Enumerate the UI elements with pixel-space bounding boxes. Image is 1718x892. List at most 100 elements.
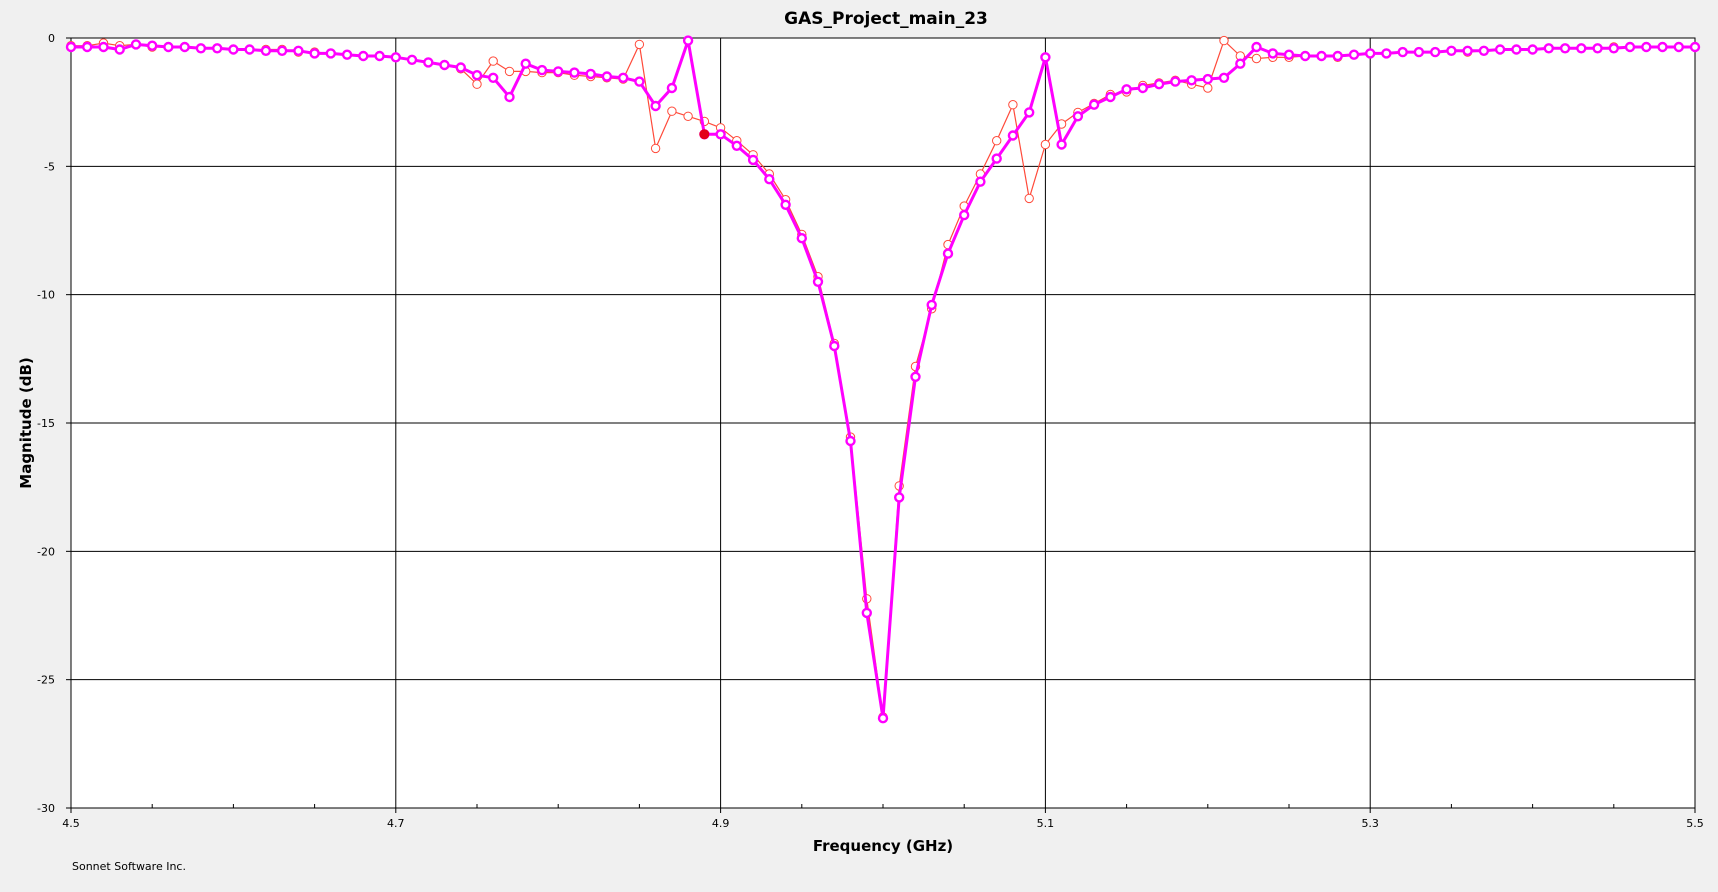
data-point (1381, 48, 1392, 59)
data-point (1364, 48, 1376, 59)
data-point (845, 435, 856, 447)
data-point (211, 43, 223, 54)
data-point (1170, 76, 1181, 87)
data-point (520, 58, 531, 69)
selected-point-marker (699, 129, 710, 140)
data-point (1283, 49, 1295, 60)
data-point (731, 140, 742, 152)
data-point (358, 50, 369, 62)
data-point (650, 143, 661, 154)
data-point (1657, 41, 1668, 53)
data-point (1543, 43, 1555, 54)
data-point (747, 154, 759, 166)
data-point (618, 72, 629, 84)
x-axis-ticks: 4.5 4.7 4.9 5.1 5.3 5.5 (62, 804, 1704, 830)
series-thick (65, 35, 1701, 724)
data-point (942, 248, 954, 259)
data-point (65, 41, 77, 53)
data-point (1624, 41, 1636, 53)
data-point (1203, 83, 1213, 93)
data-point (682, 35, 694, 46)
data-point (293, 45, 304, 56)
data-point (1494, 44, 1506, 55)
y-axis-ticks: 0 -5 -10 -15 -20 -25 -30 (37, 32, 71, 815)
data-point (1105, 91, 1116, 103)
data-point (195, 43, 207, 54)
x-tick-label: 4.7 (387, 817, 405, 830)
y-tick-label: -25 (37, 674, 55, 687)
data-point (634, 39, 645, 50)
data-point (325, 48, 336, 59)
data-point (1121, 84, 1132, 95)
data-point (244, 44, 255, 55)
data-point (1007, 130, 1019, 141)
x-tick-label: 5.1 (1037, 817, 1055, 830)
data-point (455, 62, 466, 73)
data-point (390, 52, 401, 63)
data-point (829, 340, 840, 352)
data-point (1511, 44, 1522, 55)
data-point (1576, 43, 1587, 54)
data-point (1462, 45, 1473, 56)
data-point (634, 76, 645, 87)
data-point (1478, 45, 1490, 56)
data-point (877, 713, 889, 724)
data-point (504, 66, 515, 77)
data-point (1316, 50, 1327, 62)
data-point (374, 50, 385, 62)
x-axis-label: Frequency (GHz) (813, 837, 953, 855)
data-point (959, 209, 970, 221)
x-tick-label: 4.5 (62, 817, 80, 830)
data-point (1040, 52, 1051, 63)
data-point (667, 106, 677, 116)
data-point (1299, 50, 1311, 62)
data-point (1446, 45, 1457, 56)
data-point (1413, 46, 1425, 58)
data-point (1218, 72, 1230, 84)
data-point (1641, 41, 1652, 53)
x-tick-label: 5.5 (1686, 817, 1704, 830)
y-tick-label: 0 (48, 32, 55, 45)
data-point (341, 49, 353, 60)
data-point (406, 54, 418, 65)
data-point (715, 129, 726, 140)
data-point (926, 299, 937, 311)
data-point (130, 39, 142, 50)
data-point (1689, 41, 1701, 53)
grid-layer (71, 38, 1695, 808)
data-point (1088, 99, 1100, 110)
data-point (992, 136, 1002, 146)
data-point (650, 100, 661, 112)
data-point (488, 56, 498, 66)
data-point (504, 91, 515, 103)
data-point (1592, 43, 1603, 54)
data-point (488, 72, 499, 84)
data-point (1559, 43, 1571, 54)
data-point (796, 232, 807, 244)
data-point (1137, 82, 1149, 94)
data-point (1348, 49, 1360, 60)
data-point (1040, 139, 1051, 150)
data-point (309, 48, 320, 59)
series-layer (65, 35, 1701, 724)
data-point (1072, 111, 1084, 122)
data-point (1024, 193, 1034, 204)
data-point (585, 68, 596, 80)
data-point (975, 176, 986, 187)
data-point (1153, 78, 1165, 90)
data-point (1023, 107, 1035, 118)
data-point (1235, 58, 1246, 69)
data-point (1008, 100, 1018, 110)
marker-layer (699, 129, 710, 140)
data-point (1608, 43, 1620, 54)
data-point (910, 371, 921, 382)
data-point (228, 44, 239, 55)
data-point (423, 57, 434, 68)
data-point (1673, 41, 1685, 53)
data-point (81, 41, 93, 53)
data-point (1202, 73, 1214, 85)
data-point (471, 69, 483, 81)
data-point (1429, 46, 1441, 58)
x-tick-label: 5.3 (1361, 817, 1379, 830)
